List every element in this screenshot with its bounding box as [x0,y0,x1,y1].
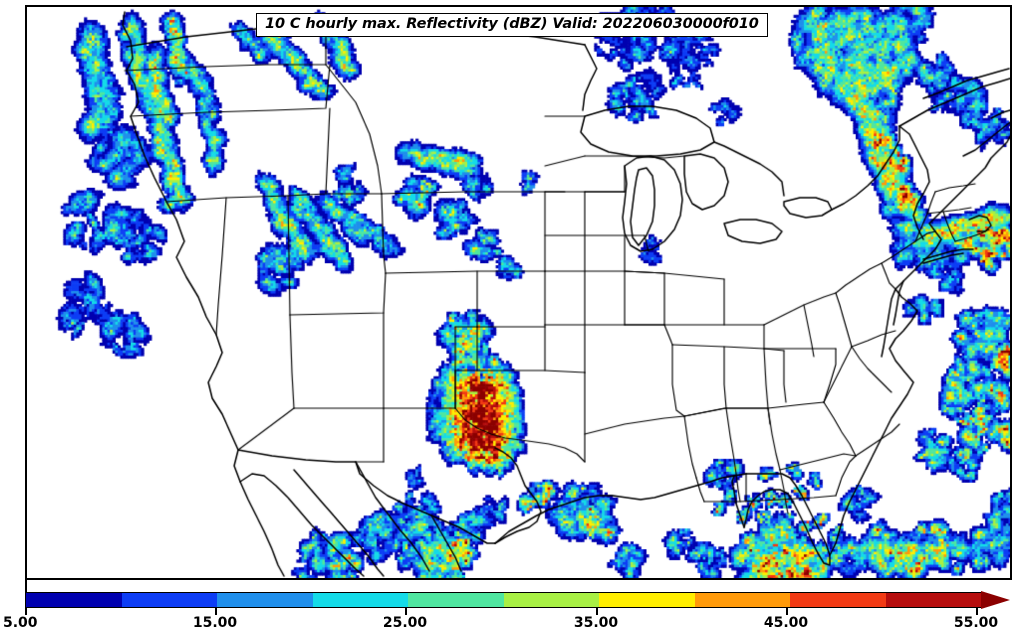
colorbar-tick-label-25.00: 25.00 [382,615,428,631]
colorbar-band-10-15 [121,593,217,607]
colorbar-bands [25,592,982,608]
colorbar-band-5-10 [26,593,122,607]
colorbar-band-35-40 [599,593,695,607]
colorbar-axis: 5.00 15.00 25.00 35.00 45.00 55.00 [3,592,1025,640]
colorbar-tick-5.00 [25,608,27,615]
colorbar-tick-55.00 [976,608,978,615]
colorbar-tick-label-5.00: 5.00 [3,615,38,631]
colorbar-band-40-45 [694,593,790,607]
colorbar-tick-label-15.00: 15.00 [192,615,238,631]
colorbar-tick-45.00 [786,608,788,615]
colorbar-tick-35.00 [596,608,598,615]
colorbar-extend-max-arrow [981,591,1010,609]
colorbar-tick-label-35.00: 35.00 [573,615,619,631]
map-title-box: 10 C hourly max. Reflectivity (dBZ) Vali… [256,13,768,38]
colorbar-tick-25.00 [405,608,407,615]
colorbar-band-15-20 [217,593,313,607]
colorbar-tick-label-55.00: 55.00 [953,615,999,631]
radar-map-panel [25,5,1012,580]
colorbar-tick-15.00 [215,608,217,615]
colorbar-band-20-25 [312,593,408,607]
colorbar-band-45-50 [790,593,886,607]
colorbar-axis-left-spine [25,562,27,594]
colorbar [25,591,1012,609]
colorbar-band-30-35 [503,593,599,607]
colorbar-band-50-55 [885,593,981,607]
colorbar-band-25-30 [408,593,504,607]
reflectivity-raster [27,7,1010,578]
colorbar-tick-label-45.00: 45.00 [763,615,809,631]
page-title: 10 C hourly max. Reflectivity (dBZ) Vali… [265,16,759,32]
